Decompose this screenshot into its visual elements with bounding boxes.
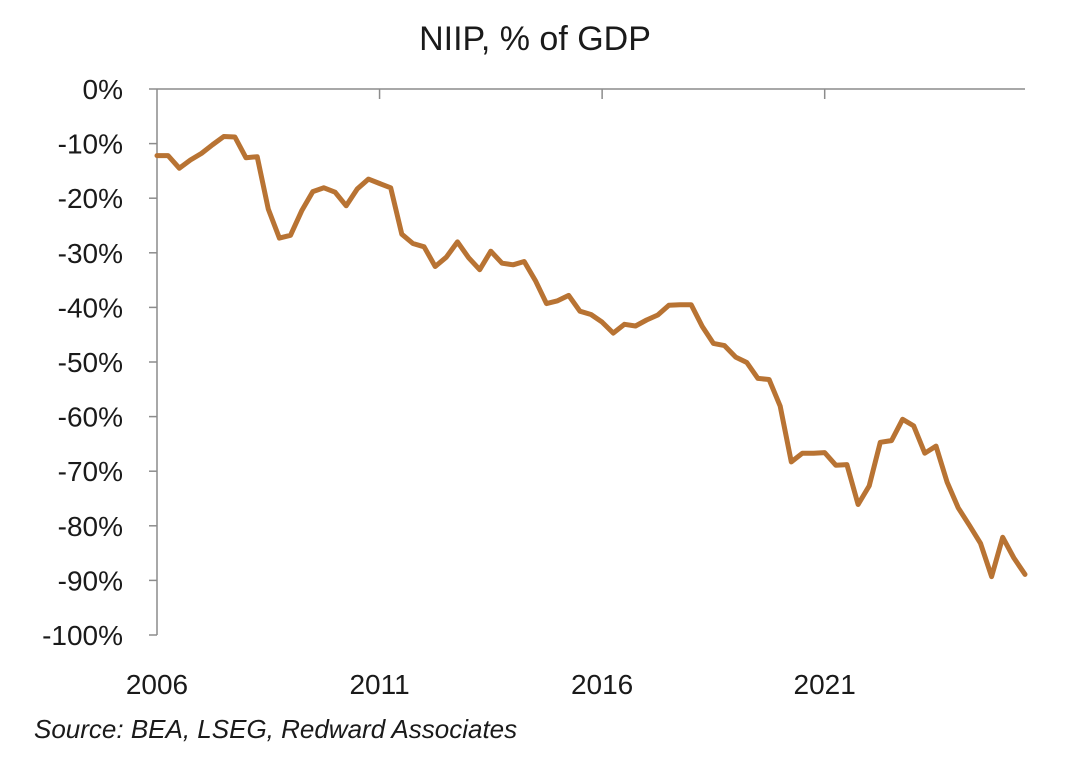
x-tick-label: 2011 xyxy=(349,669,409,700)
series-line-niip xyxy=(154,134,1028,580)
y-tick-label: -60% xyxy=(58,402,123,433)
y-tick-label: -100% xyxy=(42,620,123,651)
x-axis-ticks: 2006 2011 2016 2021 xyxy=(126,89,856,700)
y-tick-label: 0% xyxy=(83,74,123,105)
x-tick-label: 2006 xyxy=(126,669,188,700)
series-layer xyxy=(154,134,1028,580)
y-tick-label: -50% xyxy=(58,347,123,378)
x-tick-label: 2021 xyxy=(794,669,856,700)
chart-title: NIIP, % of GDP xyxy=(419,20,651,58)
y-tick-label: -80% xyxy=(58,511,123,542)
y-tick-label: -30% xyxy=(58,238,123,269)
y-tick-label: -90% xyxy=(58,565,123,596)
source-note: Source: BEA, LSEG, Redward Associates xyxy=(34,714,518,744)
y-axis-ticks: 0% -10% -20% -30% -40% -50% -60% -70% -80% -90% -1… xyxy=(42,74,157,651)
y-tick-label: -40% xyxy=(58,292,123,323)
x-tick-label: 2016 xyxy=(571,669,633,700)
y-tick-label: -70% xyxy=(58,456,123,487)
y-tick-label: -20% xyxy=(58,183,123,214)
y-tick-label: -10% xyxy=(58,129,123,160)
